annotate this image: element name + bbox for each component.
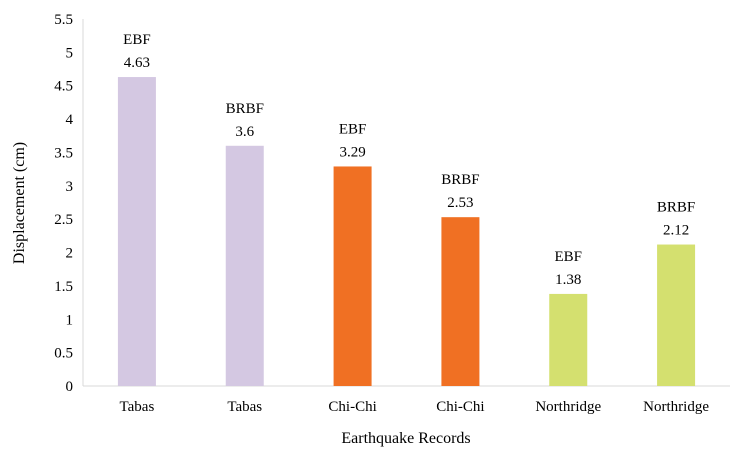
x-tick-label: Chi-Chi (436, 399, 484, 415)
bar (117, 77, 156, 386)
bar (225, 145, 264, 386)
x-tick-label: Tabas (120, 399, 155, 415)
bar (333, 166, 372, 386)
x-tick-label: Chi-Chi (328, 399, 376, 415)
bar-system-label: BRBF (657, 200, 695, 216)
x-tick-label: Northridge (643, 399, 709, 415)
y-tick-label: 3 (66, 179, 74, 195)
bar (441, 217, 480, 386)
x-axis-title: Earthquake Records (341, 430, 470, 447)
bar-system-label: BRBF (226, 101, 264, 117)
y-axis-ticks: 0 0.5 1 1.5 2 2.5 3 3.5 4 4.5 5 5.5 (54, 12, 73, 395)
bar-value-label: 2.53 (447, 195, 473, 211)
y-tick-label: 2 (66, 246, 74, 262)
y-tick-label: 4.5 (54, 79, 73, 95)
y-tick-label: 5.5 (54, 12, 73, 28)
y-tick-label: 0.5 (54, 346, 73, 362)
bars-group: 4.63 EBF 3.6 BRBF 3.29 EBF 2.53 BRBF 1.38 EBF 2.12… (117, 32, 696, 386)
bar (657, 244, 696, 386)
y-tick-label: 0 (66, 379, 74, 395)
bar-system-label: EBF (554, 249, 582, 265)
bar-value-label: 1.38 (555, 272, 581, 288)
bar-value-label: 3.6 (235, 124, 254, 140)
x-axis-ticks: Tabas Tabas Chi-Chi Chi-Chi Northridge Northr… (120, 399, 710, 415)
y-tick-label: 3.5 (54, 145, 73, 161)
x-tick-label: Northridge (535, 399, 601, 415)
y-tick-label: 2.5 (54, 212, 73, 228)
x-tick-label: Tabas (227, 399, 262, 415)
bar-system-label: EBF (123, 32, 151, 48)
bar-value-label: 3.29 (339, 144, 365, 160)
bar-system-label: EBF (339, 121, 367, 137)
y-axis-title: Displacement (cm) (11, 142, 28, 264)
y-tick-label: 5 (66, 45, 74, 61)
y-tick-label: 1 (66, 312, 74, 328)
y-tick-label: 1.5 (54, 279, 73, 295)
y-tick-label: 4 (66, 112, 74, 128)
bar-value-label: 4.63 (124, 55, 150, 71)
bar (549, 293, 588, 386)
bar-system-label: BRBF (441, 172, 479, 188)
bar-value-label: 2.12 (663, 223, 689, 239)
